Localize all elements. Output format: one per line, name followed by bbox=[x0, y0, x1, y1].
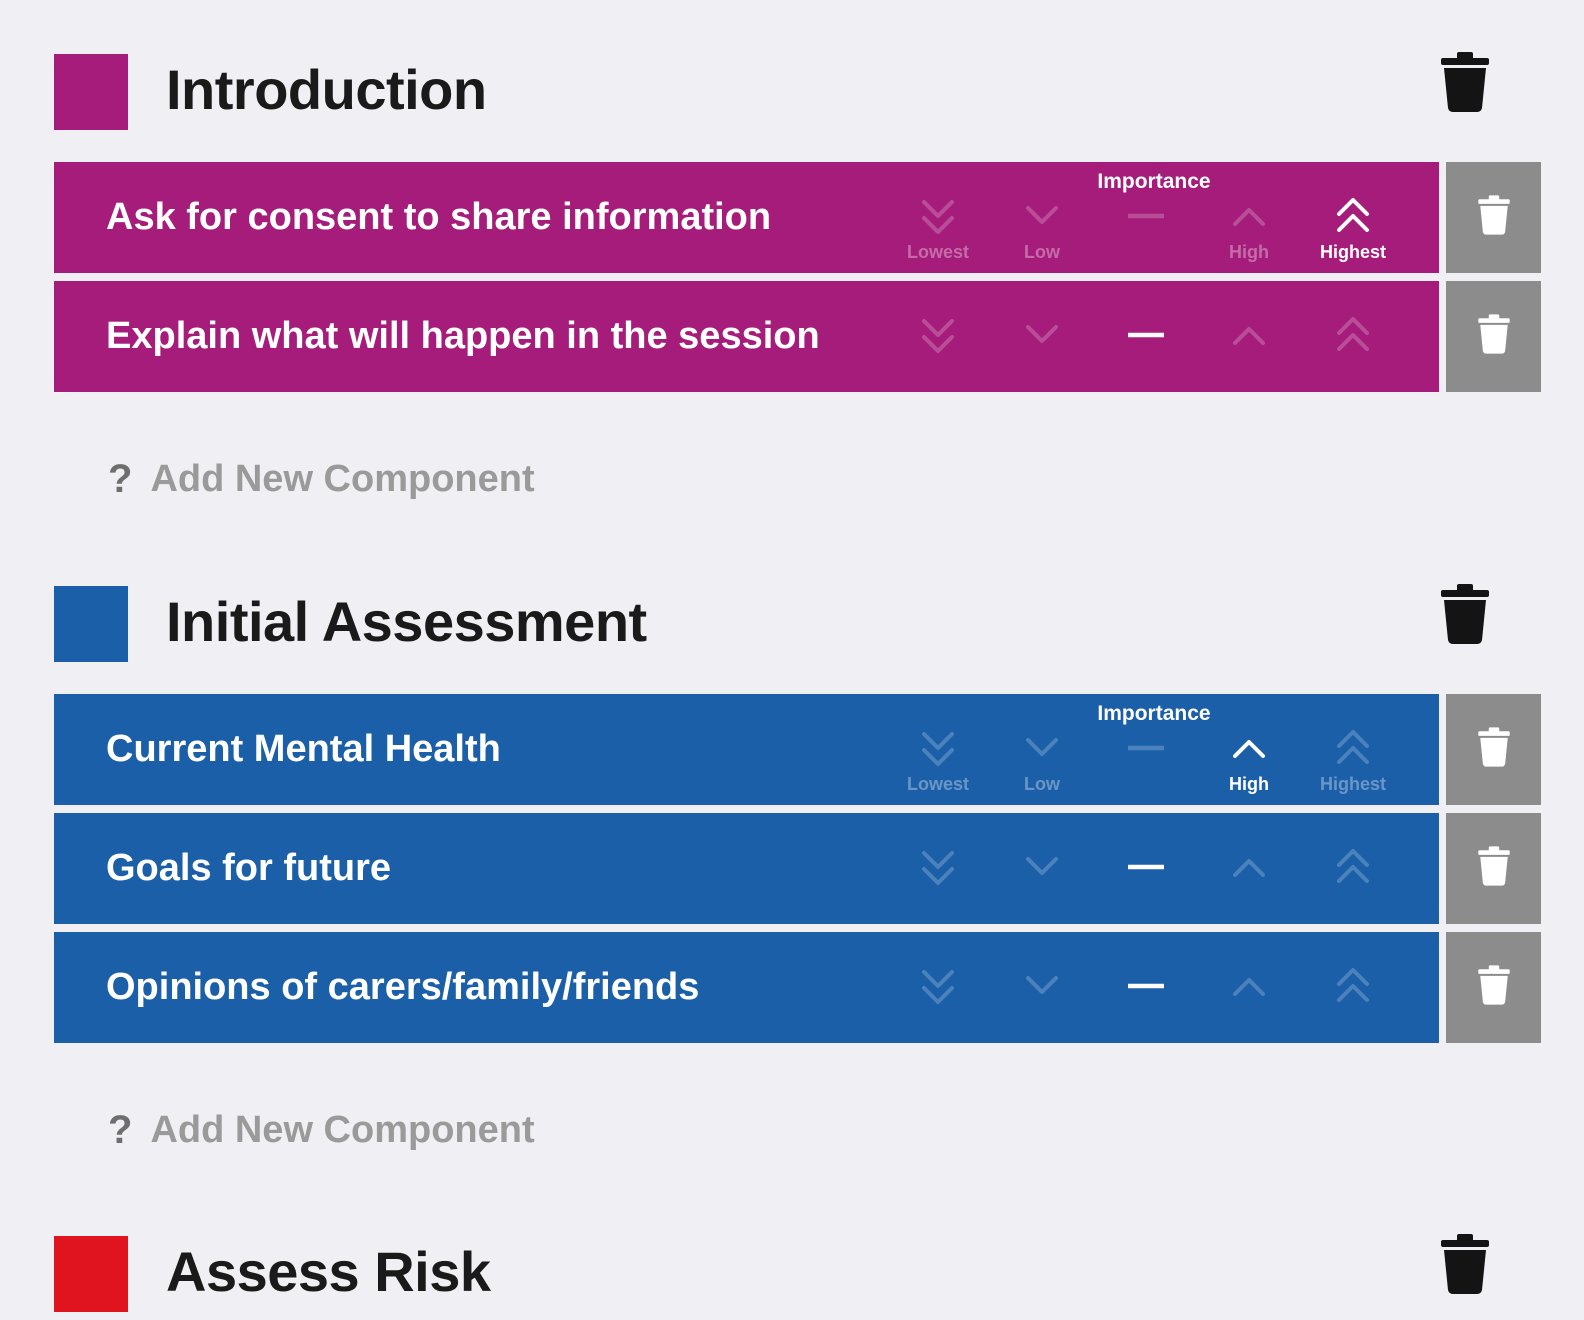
delete-component-button[interactable] bbox=[1446, 813, 1541, 924]
component-label: Explain what will happen in the session bbox=[106, 315, 820, 357]
importance-option-medium[interactable] bbox=[1094, 813, 1198, 924]
section-color-swatch[interactable] bbox=[54, 586, 128, 662]
component-bar[interactable]: Ask for consent to share information Impo… bbox=[54, 162, 1439, 273]
component-row: Explain what will happen in the session bbox=[54, 281, 1541, 392]
importance-option-lowest[interactable] bbox=[886, 281, 990, 392]
component-label: Ask for consent to share information bbox=[106, 196, 772, 238]
importance-option-medium[interactable] bbox=[1094, 281, 1198, 392]
delete-section-button[interactable] bbox=[1437, 51, 1493, 117]
importance-option-low[interactable] bbox=[990, 813, 1094, 924]
section-header: Initial Assessment bbox=[54, 583, 1541, 664]
section-color-swatch[interactable] bbox=[54, 54, 128, 130]
trash-icon bbox=[1439, 583, 1491, 649]
importance-option-high[interactable] bbox=[1197, 932, 1301, 1043]
importance-heading: Importance bbox=[1097, 170, 1211, 193]
add-new-component-button[interactable]: ? Add New Component bbox=[108, 454, 535, 504]
trash-icon bbox=[1477, 727, 1511, 772]
importance-option-label: Highest bbox=[1319, 242, 1386, 262]
importance-option-medium[interactable] bbox=[1094, 694, 1198, 805]
importance-option-label: Lowest bbox=[906, 242, 969, 262]
trash-icon bbox=[1439, 1233, 1491, 1299]
importance-option-low[interactable] bbox=[990, 281, 1094, 392]
importance-option-highest[interactable]: Highest bbox=[1301, 162, 1405, 273]
section: Assess Risk bbox=[54, 1233, 1541, 1314]
importance-option-lowest[interactable]: Lowest bbox=[886, 694, 990, 805]
component-bar[interactable]: Goals for future bbox=[54, 813, 1439, 924]
delete-section-button[interactable] bbox=[1437, 1233, 1493, 1299]
trash-icon bbox=[1477, 195, 1511, 240]
importance-option-high[interactable] bbox=[1197, 813, 1301, 924]
delete-component-button[interactable] bbox=[1446, 162, 1541, 273]
delete-component-button[interactable] bbox=[1446, 694, 1541, 805]
component-label: Current Mental Health bbox=[106, 728, 501, 770]
add-component-label: Add New Component bbox=[150, 1108, 535, 1151]
importance-option-highest[interactable] bbox=[1301, 281, 1405, 392]
trash-icon bbox=[1439, 51, 1491, 117]
importance-option-highest[interactable] bbox=[1301, 813, 1405, 924]
importance-option-lowest[interactable] bbox=[886, 813, 990, 924]
section-title: Assess Risk bbox=[166, 1240, 491, 1303]
component-bar[interactable]: Current Mental Health Importance Lowest Low… bbox=[54, 694, 1439, 805]
section-title: Initial Assessment bbox=[166, 590, 647, 653]
section-header: Introduction bbox=[54, 51, 1541, 132]
importance-option-highest[interactable]: Highest bbox=[1301, 694, 1405, 805]
importance-option-low[interactable]: Low bbox=[990, 162, 1094, 273]
trash-icon bbox=[1477, 314, 1511, 359]
delete-section-button[interactable] bbox=[1437, 583, 1493, 649]
importance-option-highest[interactable] bbox=[1301, 932, 1405, 1043]
component-row: Ask for consent to share information Impo… bbox=[54, 162, 1541, 273]
importance-option-lowest[interactable] bbox=[886, 932, 990, 1043]
trash-icon bbox=[1477, 965, 1511, 1010]
add-new-component-button[interactable]: ? Add New Component bbox=[108, 1105, 535, 1155]
importance-option-high[interactable] bbox=[1197, 281, 1301, 392]
section-header: Assess Risk bbox=[54, 1233, 1541, 1314]
importance-option-label: High bbox=[1229, 774, 1269, 794]
importance-option-medium[interactable] bbox=[1094, 162, 1198, 273]
delete-component-button[interactable] bbox=[1446, 281, 1541, 392]
importance-option-medium[interactable] bbox=[1094, 932, 1198, 1043]
importance-option-lowest[interactable]: Lowest bbox=[886, 162, 990, 273]
importance-option-label: Low bbox=[1024, 774, 1060, 794]
component-row: Goals for future bbox=[54, 813, 1541, 924]
component-row: Opinions of carers/family/friends bbox=[54, 932, 1541, 1043]
component-label: Opinions of carers/family/friends bbox=[106, 966, 700, 1008]
delete-component-button[interactable] bbox=[1446, 932, 1541, 1043]
section-color-swatch[interactable] bbox=[54, 1236, 128, 1312]
component-bar[interactable]: Opinions of carers/family/friends bbox=[54, 932, 1439, 1043]
importance-heading: Importance bbox=[1097, 702, 1211, 725]
importance-option-low[interactable] bbox=[990, 932, 1094, 1043]
help-icon: ? bbox=[108, 1107, 133, 1152]
importance-option-label: Low bbox=[1024, 242, 1060, 262]
section: Introduction Ask for consent to share inf… bbox=[54, 51, 1541, 392]
add-component-label: Add New Component bbox=[150, 457, 535, 500]
component-row: Current Mental Health Importance Lowest Low… bbox=[54, 694, 1541, 805]
component-label: Goals for future bbox=[106, 847, 392, 889]
importance-option-high[interactable]: High bbox=[1197, 694, 1301, 805]
component-list: Ask for consent to share information Impo… bbox=[54, 162, 1541, 400]
importance-option-high[interactable]: High bbox=[1197, 162, 1301, 273]
help-icon: ? bbox=[108, 456, 133, 501]
section-title: Introduction bbox=[166, 58, 487, 121]
importance-option-low[interactable]: Low bbox=[990, 694, 1094, 805]
trash-icon bbox=[1477, 846, 1511, 891]
importance-option-label: Highest bbox=[1319, 774, 1386, 794]
component-bar[interactable]: Explain what will happen in the session bbox=[54, 281, 1439, 392]
component-list: Current Mental Health Importance Lowest Low… bbox=[54, 694, 1541, 1051]
importance-option-label: Lowest bbox=[906, 774, 969, 794]
importance-option-label: High bbox=[1229, 242, 1269, 262]
section: Initial Assessment Current Mental Health I… bbox=[54, 583, 1541, 1043]
